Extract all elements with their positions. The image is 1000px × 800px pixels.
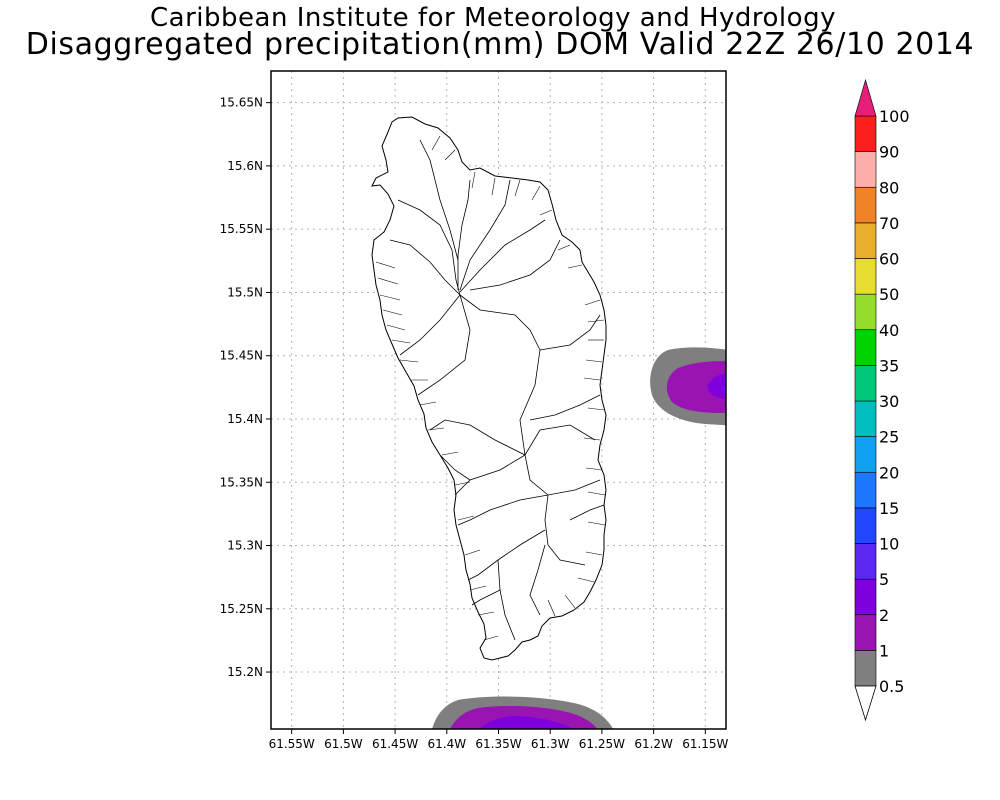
- title-institute: Caribbean Institute for Meteorology and …: [150, 3, 836, 33]
- colorbar-segment: [854, 471, 877, 509]
- colorbar-label: 10: [879, 535, 899, 554]
- x-tick-label: 61.5W: [324, 737, 363, 751]
- x-tick-label: 61.25W: [579, 737, 625, 751]
- colorbar-segment: [854, 293, 877, 331]
- colorbar-segment: [854, 436, 877, 473]
- colorbar-label: 60: [879, 250, 899, 269]
- y-tick-label: 15.35N: [220, 475, 263, 489]
- colorbar-segment: [854, 614, 877, 651]
- y-tick-label: 15.65N: [220, 96, 263, 110]
- colorbar-over-triangle: [854, 78, 877, 117]
- island-coastline: [371, 116, 607, 661]
- precip-area-south: [432, 696, 614, 729]
- colorbar-segment: [854, 329, 877, 366]
- colorbar-label: 25: [879, 428, 899, 447]
- colorbar-label: 1: [879, 641, 889, 660]
- colorbar-segment: [854, 507, 877, 544]
- colorbar-segment: [854, 365, 877, 402]
- colorbar-label: 40: [879, 321, 899, 340]
- y-tick-label: 15.25N: [220, 602, 263, 616]
- colorbar-label: 100: [879, 107, 910, 126]
- title-product: Disaggregated precipitation(mm) DOM Vali…: [25, 27, 975, 62]
- y-tick-label: 15.2N: [227, 665, 263, 679]
- colorbar-label: 20: [879, 463, 899, 482]
- coastal-streams: [375, 135, 606, 641]
- colorbar-segment: [854, 186, 877, 224]
- colorbar-segment: [854, 400, 877, 437]
- colorbar-segment: [854, 222, 877, 259]
- y-tick-label: 15.3N: [227, 539, 263, 553]
- colorbar-label: 90: [879, 143, 899, 162]
- colorbar-under-triangle: [854, 685, 877, 722]
- colorbar-label: 5: [879, 570, 889, 589]
- colorbar-label: 30: [879, 392, 899, 411]
- colorbar-label: 70: [879, 214, 899, 233]
- x-tick-label: 61.55W: [269, 737, 315, 751]
- colorbar-label: 2: [879, 606, 889, 625]
- y-tick-label: 15.5N: [227, 285, 263, 299]
- colorbar-label: 15: [879, 499, 899, 518]
- x-tick-label: 61.4W: [427, 737, 466, 751]
- colorbar-segment: [854, 258, 877, 295]
- colorbar-label: 35: [879, 356, 899, 375]
- colorbar-segment: [854, 151, 877, 188]
- colorbar-label: 0.5: [879, 677, 904, 696]
- island-dominica: [371, 116, 607, 661]
- y-tick-label: 15.55N: [220, 222, 263, 236]
- x-tick-label: 61.35W: [475, 737, 521, 751]
- watershed-boundaries: [389, 139, 605, 641]
- y-tick-label: 15.45N: [220, 349, 263, 363]
- x-axis: 61.55W 61.5W 61.45W 61.4W 61.35W 61.3W 61.25W 6…: [269, 729, 729, 751]
- y-tick-label: 15.6N: [227, 159, 263, 173]
- colorbar-segment: [854, 115, 877, 152]
- precip-area-east: [650, 347, 726, 426]
- colorbar-label: 50: [879, 285, 899, 304]
- y-axis: 15.65N 15.6N 15.55N 15.5N 15.45N 15.4N 15.35N 1…: [220, 96, 271, 679]
- colorbar-segment: [854, 650, 877, 687]
- x-tick-label: 61.3W: [531, 737, 570, 751]
- colorbar-segment: [854, 543, 877, 580]
- y-tick-label: 15.4N: [227, 412, 263, 426]
- colorbar-segment: [854, 578, 877, 616]
- x-tick-label: 61.2W: [634, 737, 673, 751]
- colorbar-label: 80: [879, 178, 899, 197]
- x-tick-label: 61.15W: [682, 737, 728, 751]
- x-tick-label: 61.45W: [372, 737, 418, 751]
